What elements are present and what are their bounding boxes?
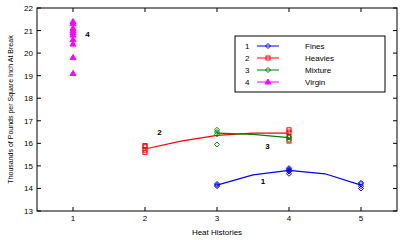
y-tick <box>37 143 41 144</box>
y-tick <box>393 30 397 31</box>
point <box>287 134 292 139</box>
legend-line <box>257 58 279 59</box>
legend-marker <box>265 79 271 84</box>
y-tick-label: 13 <box>24 207 33 216</box>
x-tick <box>289 207 290 211</box>
y-tick-label: 16 <box>24 139 33 148</box>
annotation: 4 <box>85 30 90 39</box>
x-tick <box>145 8 146 12</box>
legend-number: 2 <box>245 54 250 63</box>
legend-label: Heavies <box>305 54 334 63</box>
y-tick <box>37 53 41 54</box>
x-tick <box>73 8 74 12</box>
y-tick-label: 17 <box>24 117 33 126</box>
x-tick <box>145 207 146 211</box>
y-tick <box>37 211 41 212</box>
legend-label: Mixture <box>305 66 332 75</box>
legend-label: Virgin <box>305 78 325 87</box>
legend-number: 3 <box>245 66 250 75</box>
x-tick <box>361 8 362 12</box>
y-tick <box>393 165 397 166</box>
point <box>287 128 291 132</box>
point <box>70 19 76 24</box>
annotation: 1 <box>261 177 266 186</box>
legend-line <box>257 46 279 47</box>
point <box>70 55 76 60</box>
annotation: 3 <box>265 142 270 151</box>
x-axis-label: Heat Histories <box>192 228 242 237</box>
y-tick-label: 22 <box>24 4 33 13</box>
chart-container: 1314151617181920212212345Heat HistoriesT… <box>0 0 410 240</box>
y-tick-label: 18 <box>24 94 33 103</box>
y-tick-label: 19 <box>24 72 33 81</box>
y-tick <box>393 188 397 189</box>
y-tick <box>37 75 41 76</box>
y-tick <box>393 53 397 54</box>
y-tick <box>37 165 41 166</box>
legend-number: 4 <box>245 78 250 87</box>
x-tick <box>289 8 290 12</box>
plot-frame <box>37 8 397 211</box>
legend-box <box>235 36 385 92</box>
legend: 1 Fines 2 Heavies 3 Mixture 4 Virgin <box>235 36 385 92</box>
y-tick <box>393 98 397 99</box>
point <box>215 142 220 147</box>
x-tick <box>217 8 218 12</box>
point <box>70 70 76 75</box>
y-tick <box>393 211 397 212</box>
plot-area <box>70 19 364 191</box>
legend-marker <box>266 56 270 60</box>
y-tick-label: 15 <box>24 162 33 171</box>
y-tick <box>393 75 397 76</box>
y-tick-label: 20 <box>24 49 33 58</box>
y-tick <box>393 120 397 121</box>
y-tick <box>393 8 397 9</box>
y-tick <box>37 98 41 99</box>
legend-marker <box>266 68 271 73</box>
legend-line <box>257 70 279 71</box>
y-tick-label: 21 <box>24 27 33 36</box>
point <box>287 166 292 171</box>
legend-number: 1 <box>245 42 250 51</box>
x-tick-label: 4 <box>287 214 292 223</box>
y-axis-label: Thousands of Pounds per Square Inch At B… <box>7 35 15 184</box>
x-tick-label: 5 <box>359 214 364 223</box>
y-tick-label: 14 <box>24 184 33 193</box>
point <box>215 181 220 186</box>
x-tick <box>361 207 362 211</box>
legend-label: Fines <box>305 42 325 51</box>
y-tick <box>37 188 41 189</box>
point <box>143 144 147 148</box>
point <box>359 180 364 185</box>
x-tick <box>73 207 74 211</box>
point <box>143 145 147 149</box>
y-tick <box>37 120 41 121</box>
y-tick <box>37 8 41 9</box>
fit-line <box>217 133 289 138</box>
chart: 1314151617181920212212345Heat HistoriesT… <box>0 0 410 240</box>
y-tick <box>37 30 41 31</box>
x-tick-label: 2 <box>143 214 148 223</box>
point <box>215 127 220 132</box>
x-tick <box>217 207 218 211</box>
x-tick-label: 1 <box>71 214 76 223</box>
y-tick <box>393 143 397 144</box>
x-tick-label: 3 <box>215 214 220 223</box>
legend-marker <box>266 44 271 49</box>
annotation: 2 <box>157 128 162 137</box>
